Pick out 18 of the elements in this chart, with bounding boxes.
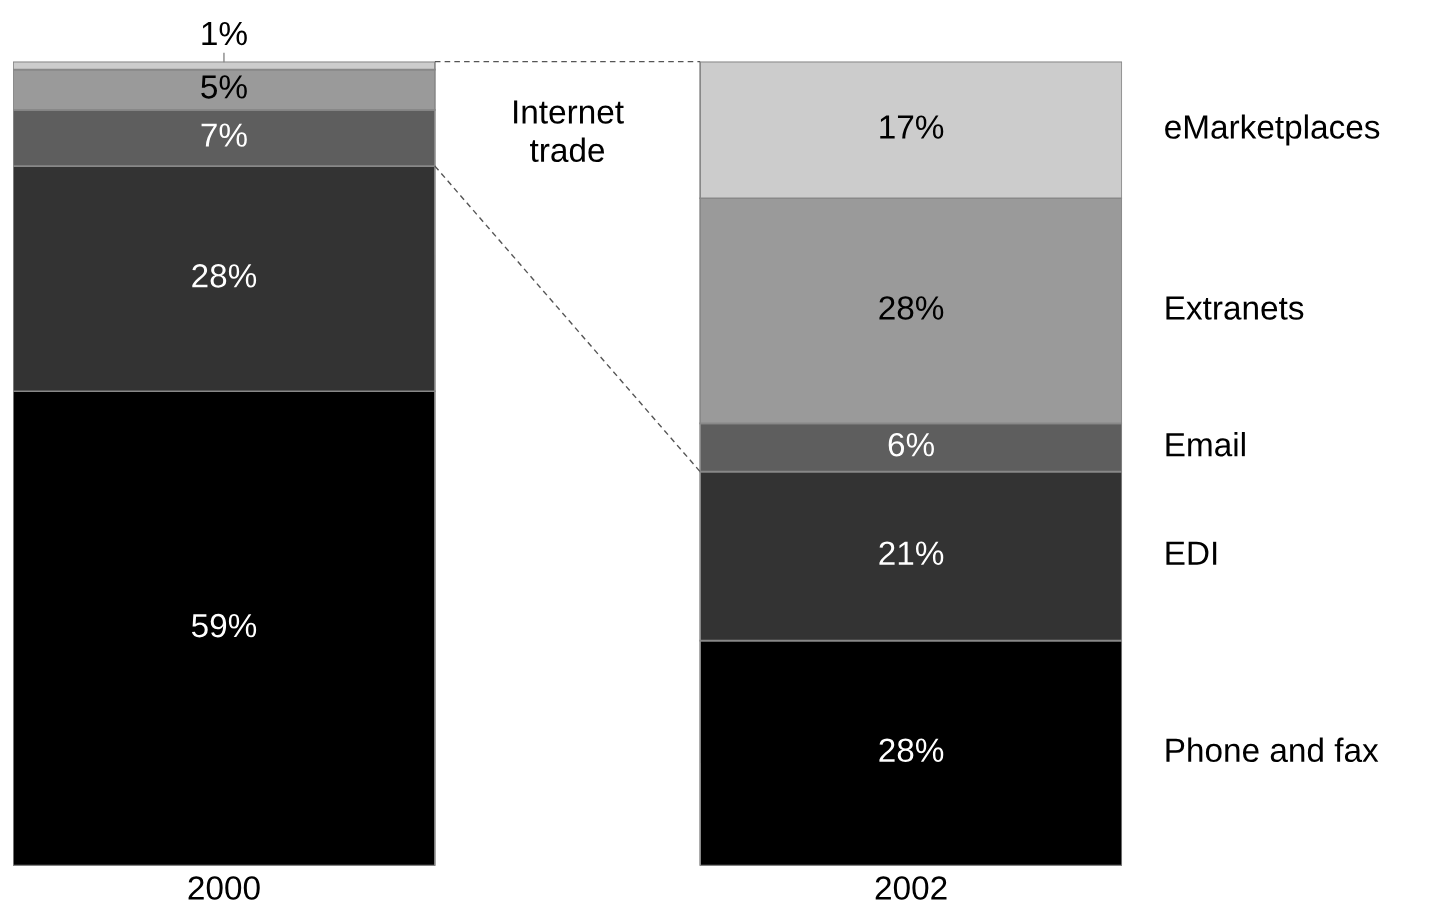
series-label: EDI (1166, 541, 1217, 565)
data-label: 7% (201, 123, 247, 147)
data-label: 28% (192, 264, 257, 288)
data-label: 1% (202, 21, 247, 46)
series-label: Email (1166, 432, 1245, 457)
data-label: 28% (879, 738, 944, 763)
data-label: 5% (201, 75, 247, 99)
data-label: 21% (879, 541, 944, 565)
data-label: 28% (879, 296, 944, 320)
data-label: 6% (888, 432, 934, 457)
series-label: eMarketplaces (1165, 114, 1380, 146)
x-tick-label: 2002 (875, 876, 947, 900)
data-label: 59% (191, 613, 257, 638)
series-label: Phone and fax (1166, 737, 1379, 763)
series-label: Extranets (1166, 296, 1304, 320)
annotation: Internet trade (514, 100, 624, 163)
data-label: 17% (880, 115, 944, 139)
x-tick-label: 2000 (188, 876, 260, 900)
